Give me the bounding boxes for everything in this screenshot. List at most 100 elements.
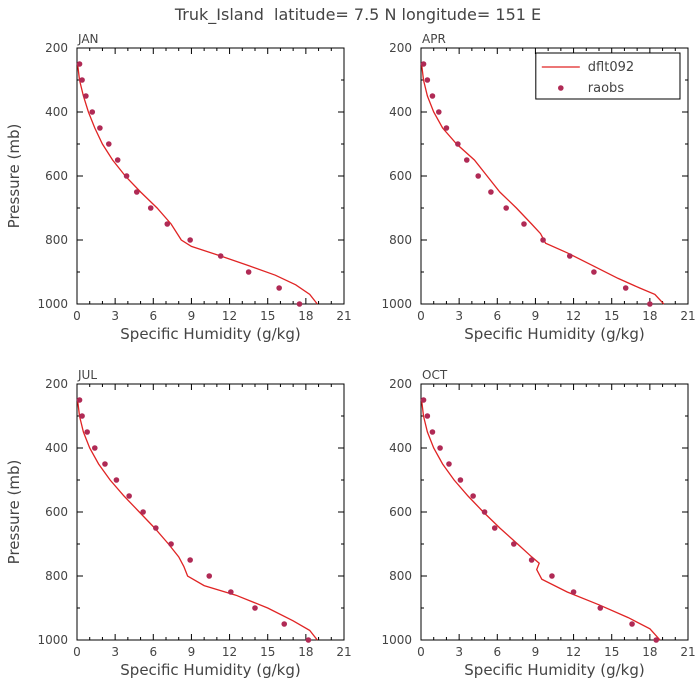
y-tick-label: 1000 <box>37 633 68 647</box>
x-tick-label: 12 <box>566 309 581 323</box>
data-point-raobs <box>114 157 121 163</box>
data-point-raobs <box>455 141 461 147</box>
data-point-raobs <box>566 253 573 259</box>
x-tick-label: 12 <box>222 309 237 323</box>
data-point-raobs <box>511 541 517 547</box>
y-tick-label: 400 <box>389 441 412 455</box>
x-tick-label: 9 <box>532 645 540 659</box>
data-point-raobs <box>153 525 159 531</box>
data-point-raobs <box>97 125 103 131</box>
data-point-raobs <box>540 237 546 243</box>
data-point-raobs <box>102 461 108 467</box>
data-point-raobs <box>187 237 193 243</box>
y-tick-label: 1000 <box>381 633 412 647</box>
x-tick-label: 0 <box>417 309 425 323</box>
x-tick-label: 12 <box>222 645 237 659</box>
legend: dflt092 raobs <box>535 52 681 100</box>
data-point-raobs <box>281 621 288 627</box>
data-point-raobs <box>491 525 498 531</box>
data-point-raobs <box>76 61 83 67</box>
data-point-raobs <box>113 477 120 483</box>
y-tick-label: 200 <box>389 41 412 55</box>
data-point-raobs <box>528 557 535 563</box>
data-point-raobs <box>76 397 83 403</box>
data-point-raobs <box>549 573 555 579</box>
x-tick-label: 9 <box>188 645 196 659</box>
y-tick-label: 800 <box>45 569 68 583</box>
data-point-raobs <box>443 125 450 131</box>
data-point-raobs <box>475 173 482 179</box>
data-point-raobs <box>629 621 635 627</box>
x-tick-label: 6 <box>493 309 501 323</box>
data-point-raobs <box>647 301 653 307</box>
panel-label: APR <box>422 32 446 46</box>
data-point-raobs <box>503 205 509 211</box>
x-axis-title: Specific Humidity (g/kg) <box>464 325 644 343</box>
data-point-raobs <box>164 221 171 227</box>
y-tick-label: 200 <box>389 377 412 391</box>
data-point-raobs <box>126 493 132 499</box>
data-point-raobs <box>79 413 85 419</box>
series-line-dflt092 <box>420 399 661 641</box>
data-point-raobs <box>436 109 442 115</box>
x-tick-label: 12 <box>566 645 581 659</box>
x-tick-label: 15 <box>604 309 619 323</box>
data-point-raobs <box>123 173 130 179</box>
data-point-raobs <box>245 269 252 275</box>
plot-frame <box>76 47 345 305</box>
data-point-raobs <box>276 285 282 291</box>
y-axis-title: Pressure (mb) <box>5 124 23 229</box>
data-point-raobs <box>521 221 527 227</box>
data-point-raobs <box>252 605 258 611</box>
y-tick-label: 1000 <box>37 297 68 311</box>
y-tick-label: 600 <box>45 505 68 519</box>
x-axis-title: Specific Humidity (g/kg) <box>120 325 300 343</box>
data-point-raobs <box>424 413 431 419</box>
data-point-raobs <box>228 589 234 595</box>
data-point-raobs <box>296 301 303 307</box>
data-point-raobs <box>140 509 146 515</box>
data-point-raobs <box>168 541 174 547</box>
panel-jan: 0 3 6 9 12 15 18 21 200 400 600 800 1000 Specific Hum… <box>5 32 352 343</box>
y-tick-label: 800 <box>389 569 412 583</box>
x-tick-label: 21 <box>336 645 351 659</box>
y-tick-label: 400 <box>389 105 412 119</box>
y-tick-label: 200 <box>45 41 68 55</box>
panel-apr: 0 3 6 9 12 15 18 21 200 400 600 800 1000 Specific Hum… <box>381 32 695 343</box>
data-point-raobs <box>84 429 90 435</box>
x-tick-label: 15 <box>260 309 275 323</box>
x-tick-label: 18 <box>298 309 313 323</box>
legend-label: dflt092 <box>588 60 634 75</box>
y-tick-label: 600 <box>45 169 68 183</box>
legend-label: raobs <box>588 81 625 96</box>
plot-frame <box>76 383 345 641</box>
x-tick-label: 3 <box>455 309 463 323</box>
x-tick-label: 3 <box>111 645 119 659</box>
plot-frame <box>420 383 689 641</box>
y-tick-label: 1000 <box>381 297 412 311</box>
x-tick-label: 15 <box>604 645 619 659</box>
data-point-raobs <box>429 429 436 435</box>
data-point-raobs <box>463 157 470 163</box>
legend-marker-swatch <box>558 85 564 91</box>
data-point-raobs <box>206 573 213 579</box>
data-point-raobs <box>429 93 436 99</box>
data-point-raobs <box>83 93 89 99</box>
x-axis-title: Specific Humidity (g/kg) <box>464 661 644 679</box>
x-axis-title: Specific Humidity (g/kg) <box>120 661 300 679</box>
y-axis-title: Pressure (mb) <box>5 460 23 565</box>
panel-label: OCT <box>422 368 448 382</box>
data-point-raobs <box>653 637 660 643</box>
data-point-raobs <box>446 461 452 467</box>
data-point-raobs <box>457 477 464 483</box>
data-point-raobs <box>488 189 494 195</box>
data-point-raobs <box>133 189 140 195</box>
data-point-raobs <box>305 637 312 643</box>
legend-box <box>535 52 681 100</box>
y-tick-label: 400 <box>45 105 68 119</box>
data-point-raobs <box>79 77 85 83</box>
x-tick-label: 3 <box>111 309 119 323</box>
y-tick-label: 800 <box>45 233 68 247</box>
panels: 0 3 6 9 12 15 18 21 200 400 600 800 1000 Specific Hum… <box>5 32 696 679</box>
